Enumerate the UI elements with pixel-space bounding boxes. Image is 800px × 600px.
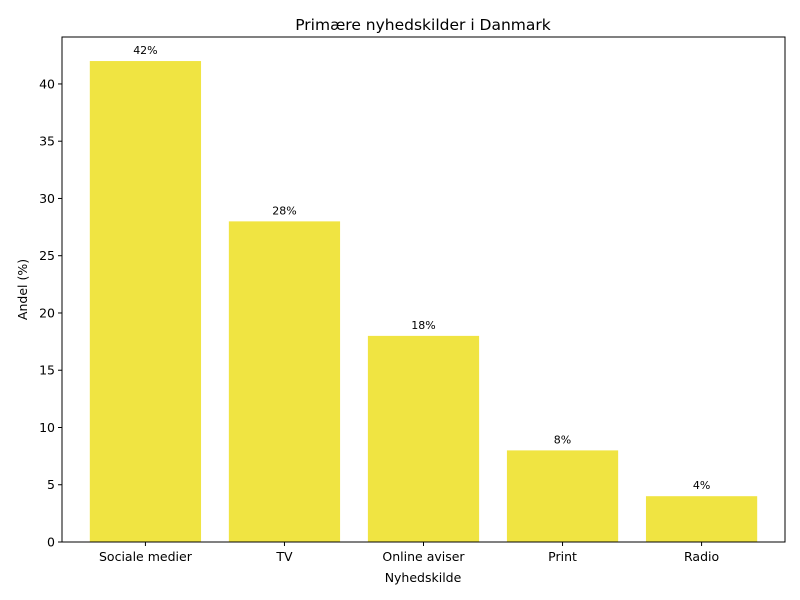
bar-3 (506, 450, 619, 542)
y-tick-label-0: 0 (47, 535, 55, 550)
data-label-2: 18% (411, 319, 435, 332)
bar-1 (228, 221, 341, 542)
bar-2 (367, 335, 480, 542)
x-tick-label-0: Sociale medier (99, 549, 193, 564)
y-tick-label-8: 40 (39, 76, 55, 91)
x-tick-label-4: Radio (684, 549, 719, 564)
chart-title: Primære nyhedskilder i Danmark (295, 16, 551, 34)
y-axis-label: Andel (%) (15, 259, 30, 320)
plot-frame (61, 36, 786, 543)
bars-group (89, 61, 758, 543)
x-tick-label-2: Online aviser (382, 549, 465, 564)
data-label-3: 8% (554, 433, 571, 446)
data-label-1: 28% (272, 204, 296, 217)
x-axis: Sociale medier TV Online aviser Print Radio (99, 542, 719, 564)
data-label-0: 42% (133, 44, 157, 57)
y-tick-label-5: 25 (39, 248, 55, 263)
y-tick-label-3: 15 (39, 363, 55, 378)
bar-0 (89, 61, 202, 543)
bar-4 (645, 496, 758, 542)
x-axis-label: Nyhedskilde (385, 570, 462, 585)
data-label-4: 4% (693, 479, 710, 492)
y-tick-label-6: 30 (39, 191, 55, 206)
y-tick-label-7: 35 (39, 134, 55, 149)
data-labels-group: 42% 28% 18% 8% 4% (133, 44, 710, 492)
y-axis: 0 5 10 15 20 25 30 35 40 (39, 76, 62, 550)
y-tick-label-4: 20 (39, 305, 55, 320)
x-tick-label-1: TV (275, 549, 293, 564)
y-tick-label-1: 5 (47, 477, 55, 492)
x-tick-label-3: Print (548, 549, 577, 564)
y-tick-label-2: 10 (39, 420, 55, 435)
